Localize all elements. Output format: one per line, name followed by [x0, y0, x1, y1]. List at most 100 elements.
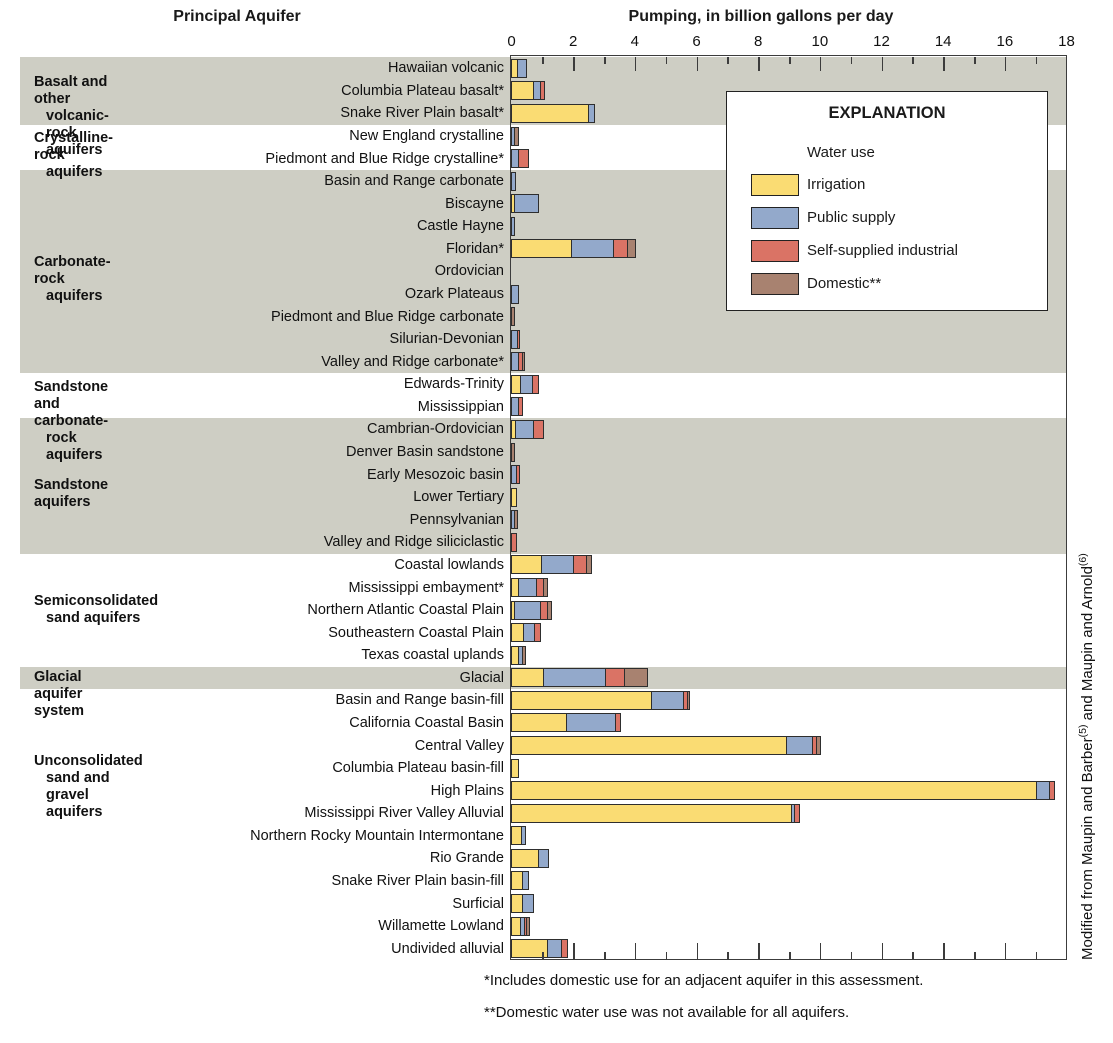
group-label-line: Sandstone aquifers — [34, 477, 109, 511]
bar-segment-public-supply — [511, 171, 517, 191]
bar-row — [511, 939, 568, 959]
x-axis-tick-top — [1004, 57, 1007, 71]
legend-subtitle: Water use — [807, 144, 875, 161]
group-band — [20, 418, 1067, 554]
bar-segment-domestic — [511, 442, 515, 462]
bar-row — [511, 465, 521, 485]
x-axis-tick-label: 2 — [568, 33, 578, 50]
legend-swatch-self-supplied-industrial — [751, 240, 799, 262]
bar-segment-public-supply — [522, 871, 530, 891]
x-axis-tick-top — [634, 57, 637, 71]
legend-item-label: Domestic** — [807, 275, 882, 292]
bar-row — [511, 645, 526, 665]
x-axis-tick-top — [850, 57, 853, 64]
bar-row — [511, 600, 553, 620]
bar-row — [511, 419, 545, 439]
legend-item-label: Public supply — [807, 209, 896, 226]
group-label-line: aquifers — [46, 164, 103, 181]
row-label: Snake River Plain basalt* — [340, 105, 504, 122]
bar-segment-public-supply — [511, 216, 515, 236]
bar-segment-public-supply — [587, 103, 595, 123]
bar-row — [511, 352, 526, 372]
bar-segment-self-supplied-industrial — [518, 149, 529, 169]
bar-segment-irrigation — [511, 758, 520, 778]
group-label: Sandstone and carbonate-rock aquifers — [34, 379, 108, 464]
row-label: Willamette Lowland — [378, 918, 504, 935]
bar-segment-domestic — [627, 239, 636, 259]
row-label: Texas coastal uplands — [361, 647, 504, 664]
bar-row — [511, 871, 530, 891]
row-label: Piedmont and Blue Ridge crystalline* — [265, 150, 504, 167]
bar-segment-domestic — [585, 555, 593, 575]
row-label: Mississippian — [417, 398, 504, 415]
bar-row — [511, 81, 545, 101]
group-label: Basalt and other volcanic-rock aquifers — [34, 74, 109, 159]
bar-segment-irrigation — [511, 487, 517, 507]
bar-segment-domestic — [513, 126, 519, 146]
x-axis-tick-top — [881, 57, 884, 71]
bar-row — [511, 284, 520, 304]
bar-segment-domestic — [526, 916, 530, 936]
bar-segment-self-supplied-industrial — [614, 713, 622, 733]
legend-item: Public supply — [727, 207, 1047, 231]
row-label: Piedmont and Blue Ridge carbonate — [271, 308, 504, 325]
citation-superscript: (5) — [1077, 724, 1089, 738]
legend-item-label: Self-supplied industrial — [807, 242, 958, 259]
row-label: Surficial — [452, 895, 504, 912]
x-axis-tick-label: 0 — [507, 33, 516, 50]
group-label-line: Crystalline-rock — [34, 130, 113, 164]
x-axis-tick-bottom — [634, 943, 637, 960]
bar-row — [511, 58, 527, 78]
bar-segment-domestic — [514, 510, 518, 530]
bar-segment-public-supply — [511, 284, 520, 304]
legend-item: Self-supplied industrial — [727, 240, 1047, 264]
x-axis-tick-bottom — [1004, 943, 1007, 960]
group-label: Unconsolidated sand and gravel aquifers — [34, 753, 143, 821]
bar-segment-public-supply — [514, 194, 539, 214]
row-label: Rio Grande — [429, 850, 504, 867]
x-axis-tick-label: 6 — [692, 33, 701, 50]
group-label-line: aquifers — [46, 803, 103, 820]
row-label: New England crystalline — [349, 128, 504, 144]
bar-row — [511, 397, 523, 417]
bar-segment-domestic — [511, 307, 515, 327]
row-label: Valley and Ridge carbonate* — [321, 353, 504, 370]
x-axis-tick-label: 14 — [934, 33, 952, 50]
x-axis-tick-top — [912, 57, 914, 64]
row-label: Ozark Plateaus — [404, 286, 504, 303]
x-axis-tick-bottom — [819, 943, 822, 960]
bar-row — [511, 668, 649, 688]
x-axis-tick-bottom — [943, 943, 945, 960]
row-label: Northern Atlantic Coastal Plain — [307, 602, 504, 619]
row-label: Floridan* — [445, 240, 504, 257]
legend-box: EXPLANATION Water use Irrigation Public s… — [726, 91, 1048, 311]
group-label-line: Sandstone and carbonate- — [34, 378, 109, 429]
bar-segment-domestic — [547, 600, 553, 620]
legend-swatch-public-supply — [751, 207, 799, 229]
x-axis-tick-top — [573, 57, 575, 71]
group-label: Carbonate-rock aquifers — [34, 254, 111, 305]
bar-segment-self-supplied-industrial — [516, 329, 521, 349]
source-citation: Modified from Maupin and Barber(5) and M… — [1077, 400, 1103, 960]
bar-row — [511, 578, 549, 597]
x-axis-tick-label: 18 — [1058, 33, 1075, 50]
bar-row — [511, 487, 517, 507]
bar-segment-self-supplied-industrial — [561, 939, 568, 959]
group-label-line: Glacial aquifer system — [34, 669, 84, 720]
bar-row — [511, 103, 595, 123]
row-label: Pennsylvanian — [409, 511, 504, 528]
legend-swatch-domestic — [751, 273, 799, 295]
row-label: Snake River Plain basin-fill — [331, 872, 504, 889]
x-axis-tick-bottom — [542, 952, 544, 960]
group-label: Sandstone aquifers — [34, 477, 108, 511]
group-label: Glacial aquifer system — [34, 669, 84, 720]
row-label: Northern Rocky Mountain Intermontane — [250, 827, 504, 844]
row-label: Valley and Ridge siliciclastic — [323, 534, 504, 551]
x-axis-tick-bottom — [665, 952, 668, 960]
legend-item: Irrigation — [727, 174, 1047, 198]
row-label: Biscayne — [445, 195, 504, 212]
row-label: Ordovician — [434, 263, 504, 280]
x-axis-tick-bottom — [696, 943, 699, 960]
row-label: Denver Basin sandstone — [346, 444, 504, 461]
